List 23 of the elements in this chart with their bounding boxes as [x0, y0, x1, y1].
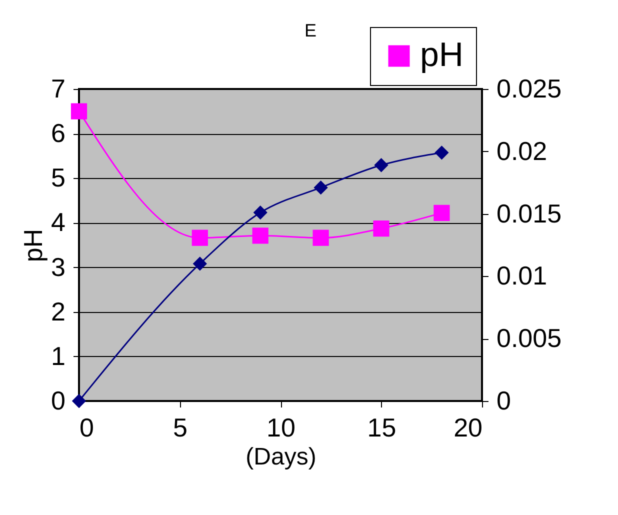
y-tick-label: 1 — [51, 340, 66, 371]
y2-tick-label: 0.015 — [496, 198, 562, 228]
x-axis-title: (Days) — [246, 444, 316, 470]
x-tick-label: 5 — [173, 412, 188, 442]
y-tick-label: 0 — [51, 386, 66, 416]
y-axis-title: pH — [18, 228, 48, 262]
x-tick-label: 20 — [454, 412, 482, 442]
y2-tick-label: 0.025 — [496, 74, 562, 104]
x-tick-label: 10 — [266, 412, 296, 442]
y-tick-label: 5 — [51, 162, 66, 193]
y-tick-label: 2 — [51, 296, 66, 326]
y2-tick-label: 0.01 — [496, 260, 548, 291]
legend-label: pH — [420, 36, 464, 74]
y-tick-label: 6 — [51, 118, 66, 148]
x-tick-label: 15 — [367, 412, 396, 442]
y2-tick-label: 0 — [496, 386, 511, 416]
y2-tick-label: 0.005 — [496, 323, 562, 354]
x-tick-label: 0 — [80, 412, 94, 442]
chart-title: E — [304, 20, 317, 40]
y-tick-label: 7 — [51, 74, 66, 104]
y2-tick-label: 0.02 — [496, 136, 548, 166]
y-tick-label: 3 — [51, 252, 66, 282]
y-tick-label: 4 — [51, 207, 66, 238]
